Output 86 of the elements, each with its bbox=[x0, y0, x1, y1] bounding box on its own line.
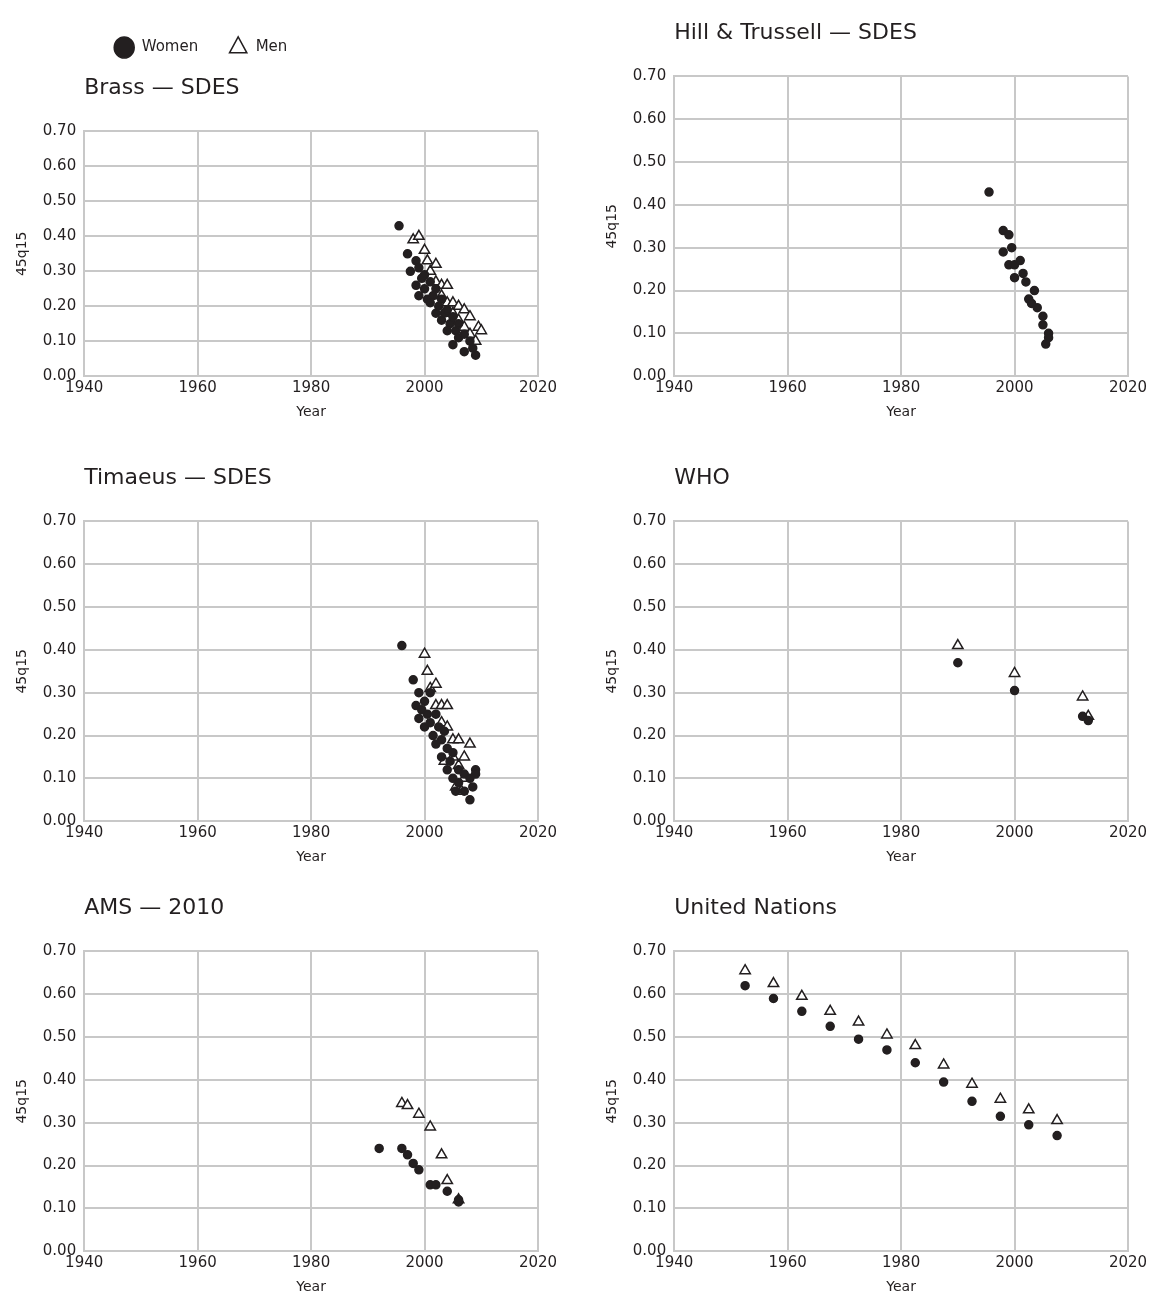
x-tick-label: 2000 bbox=[995, 1253, 1034, 1272]
y-tick-label: 0.10 bbox=[632, 768, 667, 787]
x-tick-label: 2000 bbox=[995, 378, 1034, 397]
y-tick-label: 0.20 bbox=[42, 1155, 77, 1174]
y-tick-label: 0.10 bbox=[42, 331, 77, 350]
y-tick-label: 0.60 bbox=[632, 554, 667, 573]
y-tick-label: 0.10 bbox=[42, 1198, 77, 1217]
x-tick-label: 1960 bbox=[178, 823, 217, 842]
x-axis-title: Year bbox=[885, 403, 917, 420]
y-tick-label: 0.40 bbox=[632, 1069, 667, 1088]
y-tick-label: 0.70 bbox=[632, 66, 667, 85]
y-tick-label: 0.40 bbox=[42, 226, 77, 245]
y-tick-label: 0.50 bbox=[42, 191, 77, 210]
x-axis-title: Year bbox=[885, 848, 917, 865]
x-tick-label: 2000 bbox=[405, 378, 444, 397]
x-tick-label: 2020 bbox=[1108, 378, 1148, 397]
x-axis-title: Year bbox=[295, 403, 327, 420]
y-axis-title: 45q15 bbox=[603, 649, 620, 694]
x-axis-title: Year bbox=[885, 1278, 917, 1295]
x-tick-label: 1960 bbox=[768, 1253, 807, 1272]
x-tick-label: 2020 bbox=[518, 823, 558, 842]
y-axis-title: 45q15 bbox=[603, 1079, 620, 1124]
y-tick-label: 0.60 bbox=[42, 554, 77, 573]
y-tick-label: 0.60 bbox=[632, 984, 667, 1003]
x-tick-label: 2020 bbox=[1108, 823, 1148, 842]
y-tick-label: 0.10 bbox=[632, 323, 667, 342]
y-axis-title: 45q15 bbox=[13, 649, 30, 694]
y-tick-label: 0.50 bbox=[632, 596, 667, 615]
y-tick-label: 0.20 bbox=[632, 1155, 667, 1174]
y-tick-label: 0.30 bbox=[632, 682, 667, 701]
chart-title: AMS — 2010 bbox=[84, 893, 225, 919]
legend-label: Men bbox=[255, 37, 288, 56]
x-tick-label: 1980 bbox=[882, 823, 921, 842]
y-tick-label: 0.50 bbox=[632, 151, 667, 170]
chart-title: Hill & Trussell — SDES bbox=[674, 18, 917, 44]
y-tick-label: 0.30 bbox=[42, 261, 77, 280]
y-tick-label: 0.20 bbox=[632, 280, 667, 299]
x-tick-label: 1980 bbox=[292, 823, 331, 842]
y-tick-label: 0.40 bbox=[42, 1069, 77, 1088]
chart-title: Brass — SDES bbox=[84, 73, 240, 99]
x-tick-label: 1960 bbox=[178, 1253, 217, 1272]
x-tick-label: 2000 bbox=[405, 1253, 444, 1272]
y-tick-label: 0.30 bbox=[42, 682, 77, 701]
y-tick-label: 0.60 bbox=[42, 984, 77, 1003]
chart-title: WHO bbox=[674, 463, 730, 489]
y-axis-title: 45q15 bbox=[603, 204, 620, 249]
y-tick-label: 0.60 bbox=[42, 156, 77, 175]
y-tick-label: 0.70 bbox=[42, 511, 77, 530]
x-tick-label: 2020 bbox=[518, 378, 558, 397]
x-tick-label: 1960 bbox=[768, 378, 807, 397]
y-tick-label: 0.70 bbox=[42, 121, 77, 140]
y-axis-title: 45q15 bbox=[13, 1079, 30, 1124]
legend-label: Women bbox=[141, 37, 199, 56]
y-tick-label: 0.10 bbox=[632, 1198, 667, 1217]
y-tick-label: 0.10 bbox=[42, 768, 77, 787]
x-tick-label: 2020 bbox=[1108, 1253, 1148, 1272]
y-tick-label: 0.50 bbox=[42, 1026, 77, 1045]
y-tick-label: 0.30 bbox=[632, 1112, 667, 1131]
y-tick-label: 0.50 bbox=[42, 596, 77, 615]
x-axis-title: Year bbox=[295, 1278, 327, 1295]
x-tick-label: 2020 bbox=[518, 1253, 558, 1272]
y-tick-label: 0.50 bbox=[632, 1026, 667, 1045]
y-tick-label: 0.20 bbox=[632, 725, 667, 744]
y-tick-label: 0.60 bbox=[632, 109, 667, 128]
y-tick-label: 0.20 bbox=[42, 296, 77, 315]
y-tick-label: 0.70 bbox=[42, 941, 77, 960]
x-tick-label: 1960 bbox=[178, 378, 217, 397]
y-tick-label: 0.40 bbox=[632, 639, 667, 658]
x-tick-label: 1980 bbox=[882, 1253, 921, 1272]
y-tick-label: 0.40 bbox=[632, 194, 667, 213]
y-tick-label: 0.20 bbox=[42, 725, 77, 744]
y-tick-label: 0.30 bbox=[632, 237, 667, 256]
y-tick-label: 0.70 bbox=[632, 941, 667, 960]
chart-title: United Nations bbox=[674, 893, 838, 919]
x-tick-label: 1980 bbox=[882, 378, 921, 397]
y-tick-label: 0.40 bbox=[42, 639, 77, 658]
y-axis-title: 45q15 bbox=[13, 231, 30, 277]
y-tick-label: 0.70 bbox=[632, 511, 667, 530]
x-tick-label: 2000 bbox=[405, 823, 444, 842]
chart-title: Timaeus — SDES bbox=[83, 463, 272, 489]
x-tick-label: 1960 bbox=[768, 823, 807, 842]
x-tick-label: 1980 bbox=[292, 378, 331, 397]
x-axis-title: Year bbox=[295, 848, 327, 865]
y-tick-label: 0.30 bbox=[42, 1112, 77, 1131]
x-tick-label: 1980 bbox=[292, 1253, 331, 1272]
x-tick-label: 2000 bbox=[995, 823, 1034, 842]
